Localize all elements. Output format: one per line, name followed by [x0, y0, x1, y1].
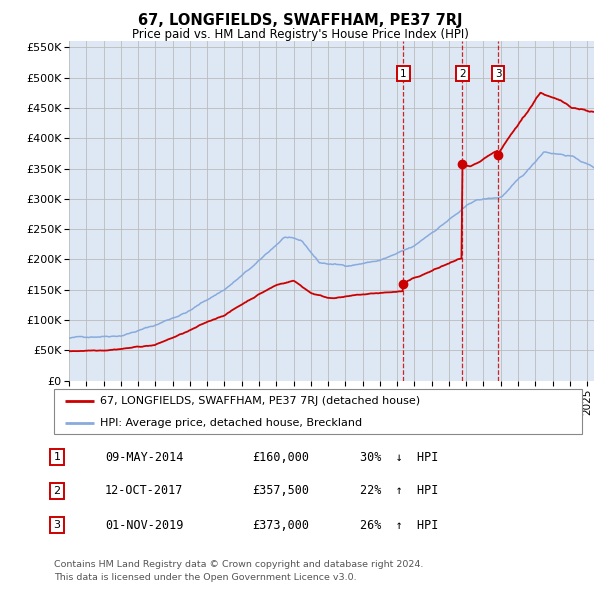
- Text: 2: 2: [53, 486, 61, 496]
- Text: HPI: Average price, detached house, Breckland: HPI: Average price, detached house, Brec…: [100, 418, 362, 428]
- Text: 22%  ↑  HPI: 22% ↑ HPI: [360, 484, 439, 497]
- Text: 1: 1: [400, 68, 407, 78]
- Text: 67, LONGFIELDS, SWAFFHAM, PE37 7RJ: 67, LONGFIELDS, SWAFFHAM, PE37 7RJ: [138, 13, 462, 28]
- Text: This data is licensed under the Open Government Licence v3.0.: This data is licensed under the Open Gov…: [54, 572, 356, 582]
- Text: £160,000: £160,000: [252, 451, 309, 464]
- Text: £357,500: £357,500: [252, 484, 309, 497]
- Text: 67, LONGFIELDS, SWAFFHAM, PE37 7RJ (detached house): 67, LONGFIELDS, SWAFFHAM, PE37 7RJ (deta…: [100, 396, 421, 407]
- Text: 3: 3: [494, 68, 501, 78]
- Text: Contains HM Land Registry data © Crown copyright and database right 2024.: Contains HM Land Registry data © Crown c…: [54, 559, 424, 569]
- Text: Price paid vs. HM Land Registry's House Price Index (HPI): Price paid vs. HM Land Registry's House …: [131, 28, 469, 41]
- Text: 1: 1: [53, 453, 61, 462]
- Text: 3: 3: [53, 520, 61, 530]
- Text: £373,000: £373,000: [252, 519, 309, 532]
- Text: 12-OCT-2017: 12-OCT-2017: [105, 484, 184, 497]
- Text: 09-MAY-2014: 09-MAY-2014: [105, 451, 184, 464]
- Text: 2: 2: [459, 68, 466, 78]
- Text: 30%  ↓  HPI: 30% ↓ HPI: [360, 451, 439, 464]
- Text: 01-NOV-2019: 01-NOV-2019: [105, 519, 184, 532]
- FancyBboxPatch shape: [54, 389, 582, 434]
- Text: 26%  ↑  HPI: 26% ↑ HPI: [360, 519, 439, 532]
